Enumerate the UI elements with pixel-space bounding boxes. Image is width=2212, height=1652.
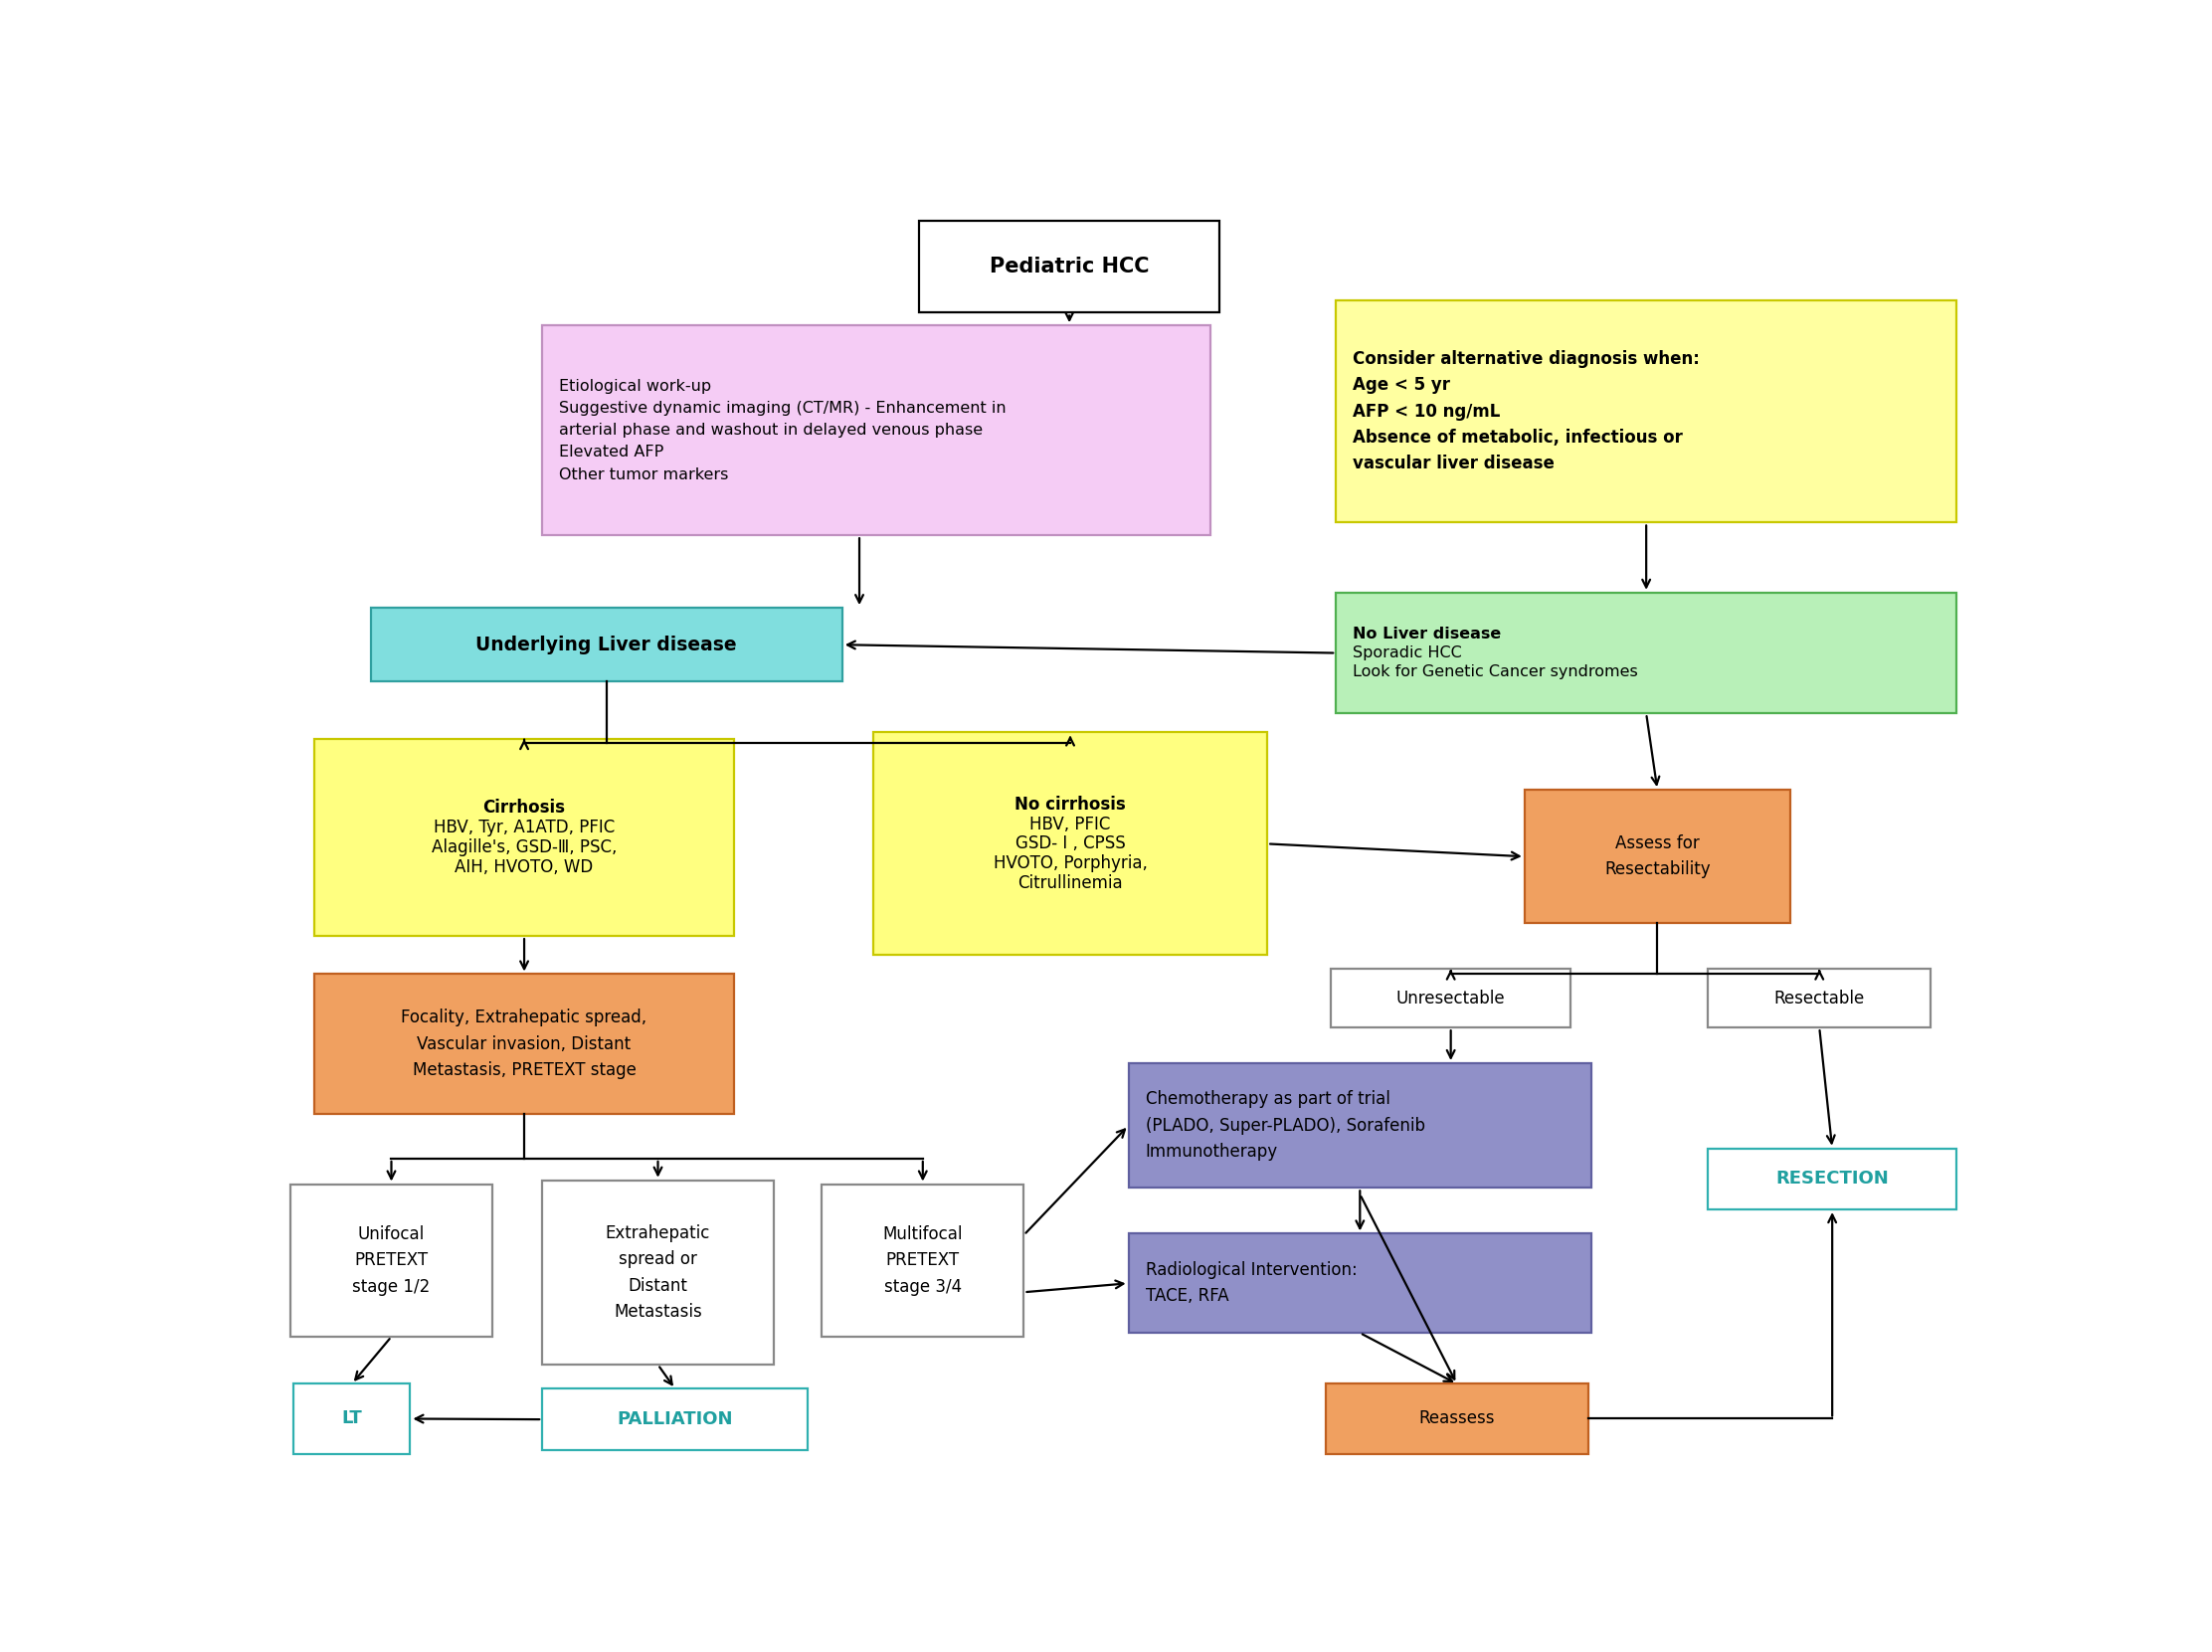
Text: Extrahepatic
spread or
Distant
Metastasis: Extrahepatic spread or Distant Metastasi… xyxy=(606,1224,710,1322)
FancyBboxPatch shape xyxy=(542,1389,807,1450)
Text: Unresectable: Unresectable xyxy=(1396,990,1506,1008)
Text: Multifocal
PRETEXT
stage 3/4: Multifocal PRETEXT stage 3/4 xyxy=(883,1226,962,1295)
FancyBboxPatch shape xyxy=(1128,1064,1590,1188)
FancyBboxPatch shape xyxy=(542,1180,774,1365)
Text: Sporadic HCC: Sporadic HCC xyxy=(1354,646,1462,661)
FancyBboxPatch shape xyxy=(290,1184,493,1336)
FancyBboxPatch shape xyxy=(1708,970,1931,1028)
FancyBboxPatch shape xyxy=(542,325,1210,535)
FancyBboxPatch shape xyxy=(1524,790,1790,923)
Text: Radiological Intervention:
TACE, RFA: Radiological Intervention: TACE, RFA xyxy=(1146,1260,1358,1305)
Text: HVOTO, Porphyria,: HVOTO, Porphyria, xyxy=(993,854,1148,872)
Text: Etiological work-up
Suggestive dynamic imaging (CT/MR) - Enhancement in
arterial: Etiological work-up Suggestive dynamic i… xyxy=(560,378,1006,482)
FancyBboxPatch shape xyxy=(1708,1148,1958,1209)
Text: No Liver disease: No Liver disease xyxy=(1354,626,1502,641)
Text: LT: LT xyxy=(341,1409,363,1427)
Text: Chemotherapy as part of trial
(PLADO, Super-PLADO), Sorafenib
Immunotherapy: Chemotherapy as part of trial (PLADO, Su… xyxy=(1146,1090,1425,1161)
Text: Pediatric HCC: Pediatric HCC xyxy=(989,258,1150,278)
FancyBboxPatch shape xyxy=(1325,1384,1588,1454)
Text: Consider alternative diagnosis when:
Age < 5 yr
AFP < 10 ng/mL
Absence of metabo: Consider alternative diagnosis when: Age… xyxy=(1354,350,1701,472)
Text: PALLIATION: PALLIATION xyxy=(617,1411,732,1429)
Text: Unifocal
PRETEXT
stage 1/2: Unifocal PRETEXT stage 1/2 xyxy=(352,1226,431,1295)
Text: Assess for
Resectability: Assess for Resectability xyxy=(1604,834,1710,879)
Text: Alagille's, GSD-Ⅲ, PSC,: Alagille's, GSD-Ⅲ, PSC, xyxy=(431,838,617,856)
Text: Look for Genetic Cancer syndromes: Look for Genetic Cancer syndromes xyxy=(1354,664,1639,679)
Text: Cirrhosis: Cirrhosis xyxy=(482,800,566,816)
FancyBboxPatch shape xyxy=(1336,301,1958,522)
Text: Focality, Extrahepatic spread,
Vascular invasion, Distant
Metastasis, PRETEXT st: Focality, Extrahepatic spread, Vascular … xyxy=(400,1009,648,1079)
Text: AIH, HVOTO, WD: AIH, HVOTO, WD xyxy=(456,857,593,876)
Text: Citrullinemia: Citrullinemia xyxy=(1018,874,1124,892)
Text: Underlying Liver disease: Underlying Liver disease xyxy=(476,636,737,654)
FancyBboxPatch shape xyxy=(920,221,1219,312)
FancyBboxPatch shape xyxy=(372,608,843,682)
FancyBboxPatch shape xyxy=(314,975,734,1113)
Text: HBV, PFIC: HBV, PFIC xyxy=(1031,814,1110,833)
FancyBboxPatch shape xyxy=(874,732,1267,955)
FancyBboxPatch shape xyxy=(294,1384,409,1454)
Text: GSD- Ⅰ , CPSS: GSD- Ⅰ , CPSS xyxy=(1015,834,1126,852)
FancyBboxPatch shape xyxy=(1336,593,1958,714)
Text: Resectable: Resectable xyxy=(1774,990,1865,1008)
Text: No cirrhosis: No cirrhosis xyxy=(1015,795,1126,813)
FancyBboxPatch shape xyxy=(314,738,734,937)
Text: Reassess: Reassess xyxy=(1418,1409,1495,1427)
FancyBboxPatch shape xyxy=(1128,1234,1590,1333)
Text: HBV, Tyr, A1ATD, PFIC: HBV, Tyr, A1ATD, PFIC xyxy=(434,819,615,836)
Text: RESECTION: RESECTION xyxy=(1776,1170,1889,1188)
FancyBboxPatch shape xyxy=(821,1184,1024,1336)
FancyBboxPatch shape xyxy=(1332,970,1571,1028)
